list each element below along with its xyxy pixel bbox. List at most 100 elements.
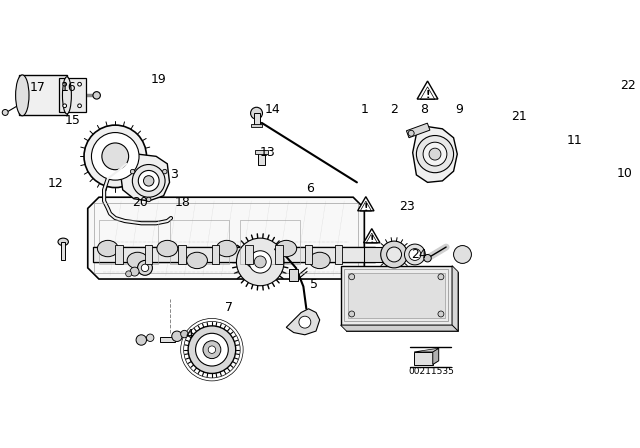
Polygon shape	[286, 309, 320, 335]
Circle shape	[299, 316, 311, 328]
Bar	[145, 245, 152, 264]
Circle shape	[180, 330, 188, 338]
Circle shape	[438, 274, 444, 280]
Bar	[335, 245, 342, 264]
Circle shape	[188, 326, 236, 374]
Circle shape	[77, 82, 81, 86]
Text: 17: 17	[29, 81, 45, 94]
Text: 18: 18	[174, 196, 190, 209]
Polygon shape	[433, 348, 438, 365]
Bar	[115, 245, 123, 264]
Ellipse shape	[127, 252, 148, 269]
Circle shape	[138, 171, 159, 191]
Ellipse shape	[58, 238, 68, 246]
Text: 8: 8	[420, 103, 428, 116]
Text: 20: 20	[132, 196, 148, 209]
Bar	[245, 245, 253, 264]
Circle shape	[143, 176, 154, 186]
Polygon shape	[289, 269, 298, 281]
Circle shape	[141, 264, 148, 271]
Text: 10: 10	[617, 167, 632, 180]
Text: 22: 22	[620, 79, 636, 92]
Circle shape	[454, 246, 472, 263]
Circle shape	[102, 143, 129, 170]
Text: 3: 3	[170, 168, 178, 181]
Circle shape	[147, 197, 151, 202]
Text: !: !	[364, 202, 368, 213]
Polygon shape	[417, 81, 438, 99]
Bar	[212, 245, 220, 264]
Circle shape	[208, 346, 216, 353]
Circle shape	[429, 148, 441, 160]
Circle shape	[417, 135, 454, 172]
Text: 11: 11	[567, 134, 582, 147]
Text: 00211535: 00211535	[408, 367, 454, 376]
Bar	[93, 203, 358, 273]
Circle shape	[196, 333, 228, 366]
Circle shape	[131, 169, 135, 174]
Text: 9: 9	[456, 103, 463, 116]
Circle shape	[423, 142, 447, 166]
Polygon shape	[88, 197, 364, 279]
Text: 12: 12	[48, 177, 63, 190]
Circle shape	[172, 331, 182, 341]
Bar	[19, 74, 67, 116]
Text: !: !	[426, 90, 430, 99]
Circle shape	[349, 311, 355, 317]
Text: 5: 5	[310, 278, 318, 291]
Bar	[364, 247, 383, 262]
Ellipse shape	[246, 252, 267, 269]
Circle shape	[163, 169, 167, 174]
Circle shape	[203, 341, 221, 358]
Circle shape	[125, 271, 132, 277]
Circle shape	[77, 104, 81, 108]
Circle shape	[138, 260, 152, 276]
Polygon shape	[414, 348, 438, 352]
Bar	[179, 245, 186, 264]
Ellipse shape	[276, 241, 297, 257]
Text: 23: 23	[399, 200, 415, 213]
Bar	[340, 266, 452, 325]
Polygon shape	[340, 325, 458, 331]
Ellipse shape	[216, 241, 237, 257]
Circle shape	[147, 334, 154, 341]
Ellipse shape	[63, 77, 72, 114]
Circle shape	[63, 82, 67, 86]
Bar	[60, 78, 86, 112]
Circle shape	[424, 254, 431, 262]
Bar	[160, 337, 175, 342]
Circle shape	[92, 133, 139, 180]
Polygon shape	[413, 127, 458, 182]
Polygon shape	[121, 154, 170, 201]
Text: 16: 16	[61, 81, 76, 94]
Ellipse shape	[97, 241, 118, 257]
Polygon shape	[358, 197, 374, 211]
Text: 4: 4	[185, 328, 193, 341]
Circle shape	[236, 238, 284, 286]
Circle shape	[438, 311, 444, 317]
Bar	[170, 220, 229, 264]
Bar	[93, 247, 376, 262]
Text: 7: 7	[225, 301, 233, 314]
Circle shape	[2, 109, 8, 116]
Text: 19: 19	[150, 73, 166, 86]
Circle shape	[249, 251, 271, 273]
Ellipse shape	[309, 252, 330, 269]
Polygon shape	[414, 352, 433, 365]
Text: 1: 1	[360, 103, 368, 116]
Bar	[305, 245, 312, 264]
Circle shape	[381, 241, 408, 268]
Text: !: !	[369, 235, 374, 245]
Circle shape	[136, 335, 147, 345]
Circle shape	[408, 130, 414, 136]
Circle shape	[409, 249, 421, 260]
Text: 24: 24	[411, 248, 426, 261]
Text: 21: 21	[511, 110, 527, 124]
Ellipse shape	[187, 252, 207, 269]
Circle shape	[349, 274, 355, 280]
Bar	[99, 220, 158, 264]
Bar	[344, 269, 449, 321]
Bar	[253, 113, 259, 125]
Ellipse shape	[157, 241, 178, 257]
Text: 15: 15	[64, 114, 80, 127]
